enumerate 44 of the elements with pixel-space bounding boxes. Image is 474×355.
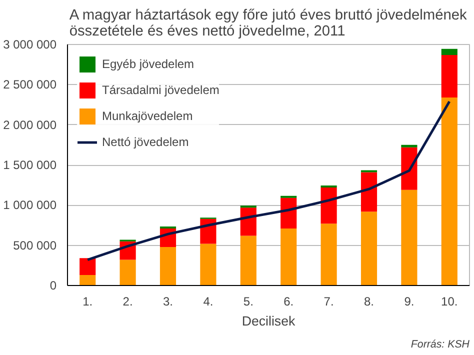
x-tick-label: 8. [364, 294, 374, 308]
y-tick-label: 2 000 000 [3, 118, 57, 132]
y-tick-label: 0 [50, 278, 57, 292]
y-tick-label: 2 500 000 [3, 78, 57, 92]
legend-label: Munkajövedelem [102, 109, 193, 123]
y-tick-label: 3 000 000 [3, 38, 57, 52]
x-tick-label: 5. [243, 294, 254, 308]
bar [200, 244, 216, 286]
bar [280, 228, 297, 286]
bar [360, 212, 378, 286]
text: Forrás: KSH [410, 338, 470, 350]
bar [441, 48, 458, 55]
x-axis-title: Decilisek [242, 314, 296, 328]
x-tick-label: 6. [284, 294, 294, 308]
legend-label: Egyéb jövedelem [102, 57, 194, 71]
bar [441, 54, 458, 98]
bar [280, 198, 297, 228]
bar [401, 190, 418, 286]
bar [441, 98, 458, 286]
bar [80, 275, 96, 286]
legend-label: Nettó jövedelem [102, 135, 189, 149]
bar [360, 172, 378, 212]
x-tick-label: 2. [122, 294, 133, 308]
bar [240, 236, 256, 286]
y-tick-label: 500 000 [13, 238, 57, 252]
bar [80, 258, 96, 276]
bar [401, 144, 418, 148]
bar [320, 224, 337, 286]
x-tick-label: 4. [203, 294, 214, 308]
x-tick-label: 3. [162, 294, 174, 308]
y-tick-label: 1 000 000 [3, 198, 57, 212]
x-tick-label: 1. [82, 294, 93, 308]
legend-label: Társadalmi jövedelem [102, 83, 220, 97]
bar [120, 260, 136, 286]
bar [320, 187, 337, 224]
x-tick-label: 7. [324, 294, 334, 308]
line-series [86, 100, 451, 262]
y-tick-label: 1 500 000 [3, 158, 57, 172]
bar [240, 208, 256, 236]
chart-title: A magyar háztartások egy főre jutó éves bruttó jövedelmének összetétele és éves nettó jövedelme, 2011 [69, 8, 468, 40]
bar [160, 246, 176, 286]
x-tick-label: 10. [441, 294, 458, 308]
x-tick-label: 9. [404, 294, 414, 308]
bar [401, 147, 418, 190]
